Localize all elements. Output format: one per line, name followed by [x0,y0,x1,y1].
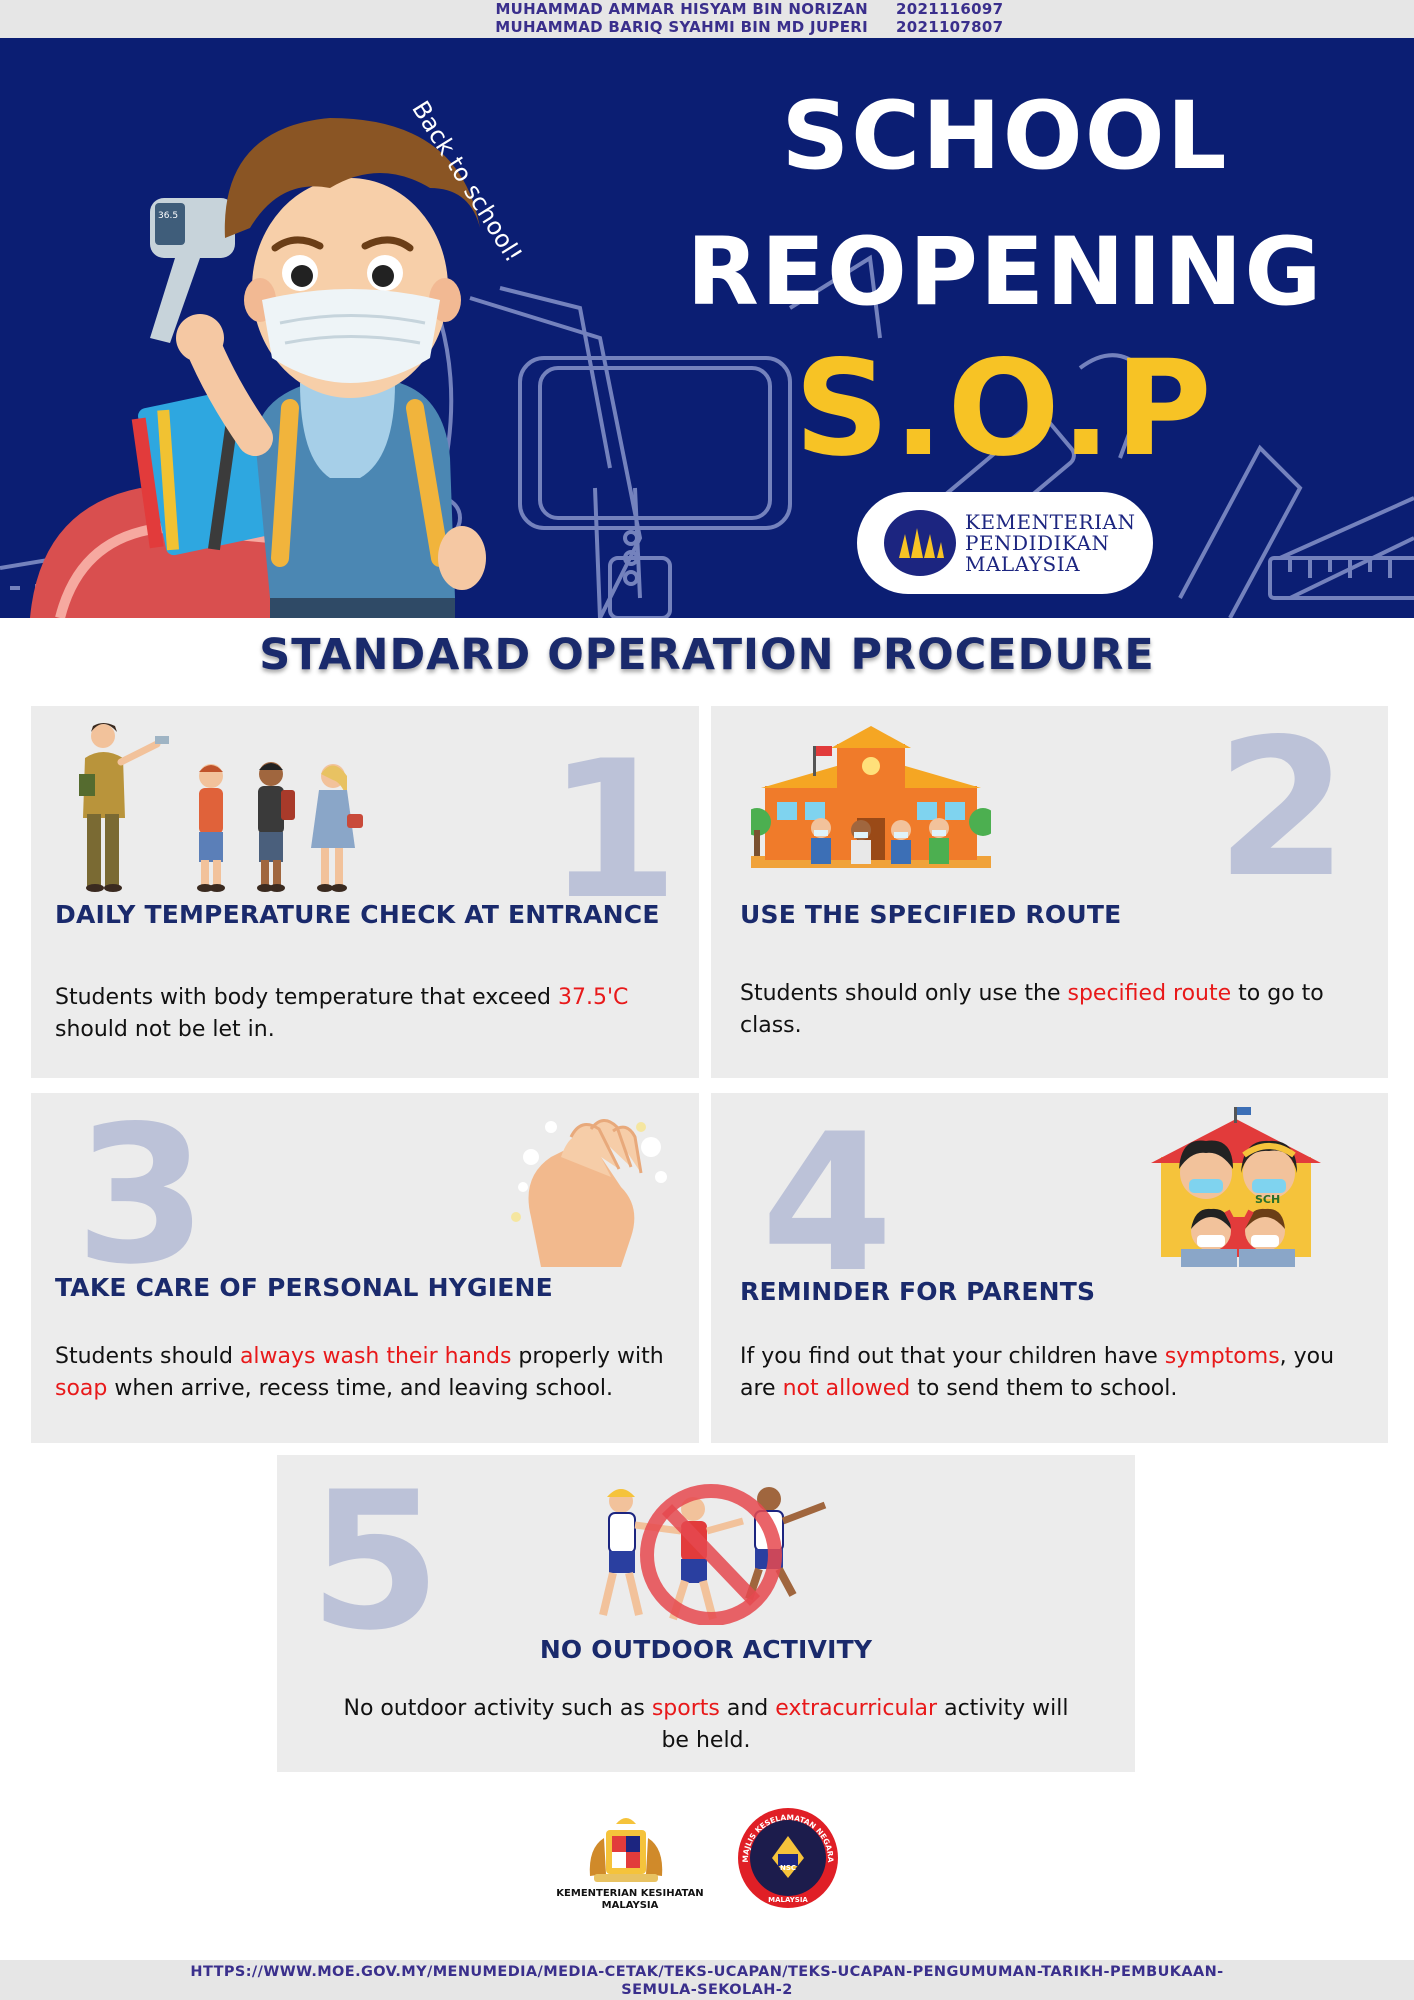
sop-card-1: 1 DAILY TEMPERATURE CHECK AT ENTRANCE St… [31,706,699,1078]
body-text: Students should [55,1344,240,1369]
step-title: NO OUTDOOR ACTIVITY [539,1635,873,1664]
body-text: to send them to school. [910,1376,1178,1401]
moh-crest-icon [589,1818,663,1882]
highlight-text: specified route [1067,981,1232,1006]
step-description: Students with body temperature that exce… [55,982,655,1046]
source-url-line: SEMULA-SEKOLAH-2 [621,1982,793,1998]
body-text: , you are [740,1344,1335,1401]
body-text: No outdoor activity such as [343,1696,652,1721]
body-text: properly with [511,1344,664,1369]
body-text: to go to class. [740,981,1324,1038]
credit-row: MUHAMMAD BARIQ SYAHMI BIN MD JUPERI 2021… [0,18,1414,36]
ministry-logo-icon [884,510,956,576]
ministry-name: KEMENTERIAN PENDIDIKAN MALAYSIA [965,512,1135,575]
hand-washing-icon [511,1119,667,1267]
step-number: 2 [1215,706,1348,919]
student-figures [811,818,949,864]
credit-row: MUHAMMAD AMMAR HISYAM BIN NORIZAN 202111… [0,0,1414,18]
step-number: 4 [761,1093,894,1314]
sop-card-4: 4 SCH REMINDER FOR PARENTS If you find o… [711,1093,1388,1443]
author-id: 2021116097 [896,0,1004,18]
moh-label: KEMENTERIAN KESIHATAN MALAYSIA [555,1888,705,1912]
hero-illustration: 36.5 [0,118,1414,618]
temperature-check-illustration [79,723,363,892]
no-outdoor-activity-icon [599,1484,827,1625]
highlight-text: sports [651,1696,720,1721]
body-text: when arrive, recess time, and leaving sc… [107,1376,614,1401]
author-name: MUHAMMAD AMMAR HISYAM BIN NORIZAN [495,0,868,18]
step-title: REMINDER FOR PARENTS [740,1277,1096,1306]
body-text: should not be let in. [55,1017,275,1042]
ministry-line: PENDIDIKAN [965,531,1110,555]
school-sign-text: SCH [1255,1193,1280,1206]
step-description: Students should always wash their hands … [55,1341,675,1405]
moh-label-line: KEMENTERIAN KESIHATAN [556,1888,704,1899]
step-number: 5 [309,1455,442,1672]
source-url: HTTPS://WWW.MOE.GOV.MY/MENUMEDIA/MEDIA-C… [0,1960,1414,2000]
step-title: TAKE CARE OF PERSONAL HYGIENE [55,1273,553,1302]
school-route-illustration [751,726,991,868]
step-description: No outdoor activity such as sports and e… [331,1693,1081,1757]
boy-icon [255,383,455,598]
ministry-line: MALAYSIA [965,552,1081,576]
sop-card-3: 3 TAKE CARE OF PERSONAL HYGIENE Students… [31,1093,699,1443]
hero-title-sop: S.O.P [794,332,1216,486]
hero-title-line1: SCHOOL [781,82,1229,191]
body-text: Students should only use the [740,981,1068,1006]
nsc-bottom-text: MALAYSIA [768,1896,808,1904]
step-title: DAILY TEMPERATURE CHECK AT ENTRANCE [55,900,660,929]
highlight-text: 37.5'C [557,985,629,1010]
source-url-line: HTTPS://WWW.MOE.GOV.MY/MENUMEDIA/MEDIA-C… [190,1964,1224,1980]
hero-banner: 36.5 Back to school! SCHOOL REOPENING S.… [0,38,1414,618]
step-title: USE THE SPECIFIED ROUTE [740,900,1122,929]
step-number: 1 [546,720,679,941]
author-name: MUHAMMAD BARIQ SYAHMI BIN MD JUPERI [495,18,868,36]
body-text: activity will be held. [661,1696,1069,1753]
sop-card-2: 2 USE THE SPECIFIED ROUTE Students shoul… [711,706,1388,1078]
step-description: Students should only use the specified r… [740,978,1380,1042]
highlight-text: always wash their hands [239,1344,512,1369]
body-text: If you find out that your children have [740,1344,1165,1369]
footer-logos: NSC MALAYSIA MAJLIS KESELAMATAN NEGARA [589,1808,838,1908]
ministry-badge: KEMENTERIAN PENDIDIKAN MALAYSIA [857,492,1153,594]
author-id: 2021107807 [896,18,1004,36]
nsc-center-text: NSC [780,1864,796,1872]
highlight-text: symptoms [1164,1344,1280,1369]
body-text: Students with body temperature that exce… [55,985,558,1010]
body-text: and [719,1696,776,1721]
sop-card-5: 5 NO OUTDOOR ACTIVITY No outdoor activit… [277,1455,1135,1772]
hero-title-line2: REOPENING [686,218,1324,327]
thermometer-reading: 36.5 [158,211,178,221]
section-heading: STANDARD OPERATION PROCEDURE [259,630,1155,680]
credits-strip: MUHAMMAD AMMAR HISYAM BIN NORIZAN 202111… [0,0,1414,38]
highlight-text: not allowed [782,1376,911,1401]
thermometer-icon [150,198,235,343]
highlight-text: soap [55,1376,108,1401]
step-description: If you find out that your children have … [740,1341,1370,1405]
nsc-logo-icon [738,1808,838,1908]
ministry-line: KEMENTERIAN [965,510,1136,534]
moh-label-line: MALAYSIA [601,1900,659,1911]
step-number: 3 [75,1093,208,1306]
highlight-text: extracurricular [775,1696,938,1721]
sick-children-school-icon: SCH [1151,1107,1321,1267]
